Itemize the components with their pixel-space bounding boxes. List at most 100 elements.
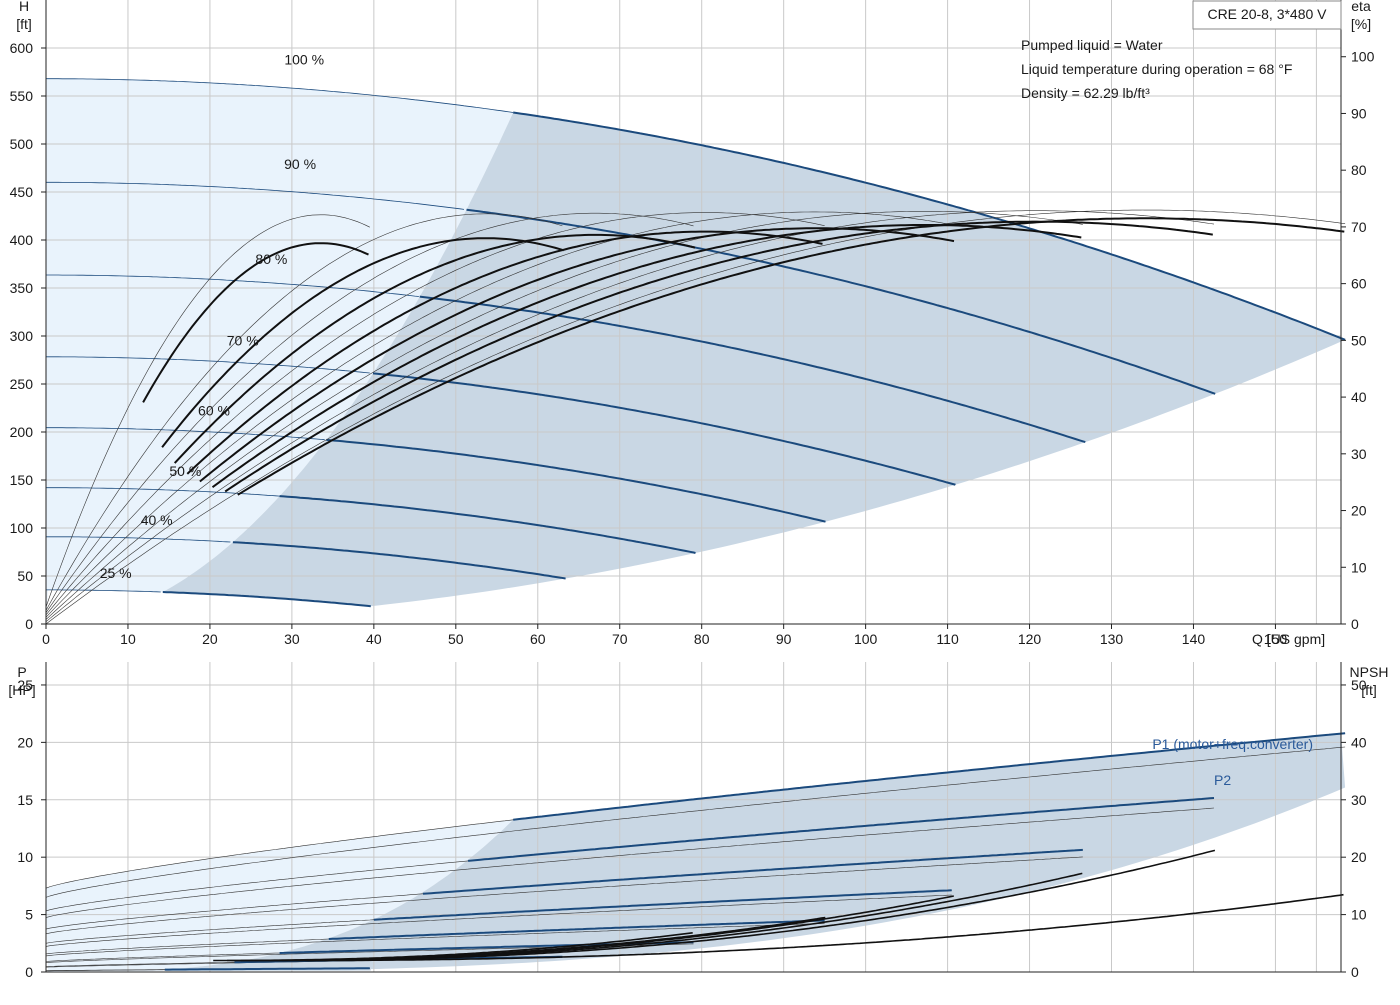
y2-tick-label: 40 xyxy=(1351,734,1367,750)
x-tick-label: 0 xyxy=(42,631,50,647)
x-tick-label: 150 xyxy=(1264,631,1288,647)
y2-tick-label: 100 xyxy=(1351,49,1375,65)
head-efficiency-chart: 100 %90 %80 %70 %60 %50 %40 %25 %0501001… xyxy=(10,0,1375,647)
efficiency-curve xyxy=(173,233,696,464)
info-line-liquid: Pumped liquid = Water xyxy=(1021,37,1163,53)
efficiency-curve-thin xyxy=(45,210,1215,622)
x-tick-label: 20 xyxy=(202,631,218,647)
y-axis-title: P xyxy=(17,664,26,680)
model-label-box xyxy=(1192,0,1342,30)
y2-tick-label: 90 xyxy=(1351,105,1367,121)
y-tick-label: 500 xyxy=(10,136,34,152)
y-tick-label: 300 xyxy=(10,328,34,344)
y2-tick-label: 40 xyxy=(1351,389,1367,405)
head-curve xyxy=(162,591,371,608)
y-tick-label: 20 xyxy=(17,734,33,750)
y2-tick-label: 0 xyxy=(1351,964,1359,980)
y2-tick-label: 20 xyxy=(1351,849,1367,865)
p1-curve xyxy=(328,919,825,940)
y-tick-label: 10 xyxy=(17,849,33,865)
efficiency-curve xyxy=(224,220,1213,493)
x-tick-label: 80 xyxy=(694,631,710,647)
y-tick-label: 0 xyxy=(25,964,33,980)
speed-label: 50 % xyxy=(169,463,201,479)
head-curve-thin xyxy=(46,274,419,297)
p1-curve xyxy=(513,732,1346,821)
head-operating-region xyxy=(162,112,1346,607)
x-tick-label: 30 xyxy=(284,631,300,647)
model-label: CRE 20-8, 3*480 V xyxy=(1207,6,1327,22)
p2-curve xyxy=(45,894,952,947)
y2-axis-title: NPSH xyxy=(1350,664,1389,680)
y-tick-label: 150 xyxy=(10,472,34,488)
head-curve xyxy=(326,438,826,523)
y-tick-label: 15 xyxy=(17,792,33,808)
y-axis-unit: [ft] xyxy=(16,16,32,32)
y2-tick-label: 0 xyxy=(1351,616,1359,632)
x-tick-label: 100 xyxy=(854,631,878,647)
y2-tick-label: 20 xyxy=(1351,503,1367,519)
speed-label: 70 % xyxy=(227,333,259,349)
efficiency-curve-thin xyxy=(45,212,694,613)
head-curve xyxy=(232,541,566,580)
head-curve-thin xyxy=(46,427,325,441)
x-tick-label: 50 xyxy=(448,631,464,647)
head-curve xyxy=(419,295,1086,444)
x-tick-label: 110 xyxy=(936,631,959,647)
speed-label: 100 % xyxy=(284,51,324,67)
efficiency-curve-thin xyxy=(45,213,563,611)
head-curve-thin xyxy=(46,78,514,113)
head-curve xyxy=(466,208,1216,395)
y-tick-label: 450 xyxy=(10,184,34,200)
y-tick-label: 350 xyxy=(10,280,34,296)
y-tick-label: 25 xyxy=(17,677,33,693)
speed-label: 40 % xyxy=(141,512,173,528)
p1-curve xyxy=(468,797,1215,862)
x-tick-label: 40 xyxy=(366,631,382,647)
y-tick-label: 550 xyxy=(10,88,34,104)
head-curve xyxy=(372,372,956,486)
y2-tick-label: 10 xyxy=(1351,907,1367,923)
y-axis-title: H xyxy=(19,0,29,14)
efficiency-curve xyxy=(211,224,1082,489)
p2-curve xyxy=(45,746,1346,898)
head-curve-thin xyxy=(46,589,161,593)
y2-tick-label: 50 xyxy=(1351,677,1367,693)
efficiency-curve xyxy=(142,242,369,403)
p2-curve xyxy=(45,807,1215,918)
y-tick-label: 100 xyxy=(10,520,34,536)
p2-curve xyxy=(45,923,825,957)
power-operating-region xyxy=(162,733,1346,972)
head-curve xyxy=(513,111,1346,341)
x-tick-label: 10 xyxy=(120,631,136,647)
head-curve xyxy=(279,495,696,554)
npsh-curve xyxy=(213,932,693,962)
speed-label: 80 % xyxy=(255,251,287,267)
y2-tick-label: 50 xyxy=(1351,332,1367,348)
y-axis-unit: [HP] xyxy=(8,682,35,698)
efficiency-curve-thin xyxy=(45,212,825,616)
power-npsh-chart: 0 5 10 15 20 25 0 10 20 30 40 50 P [HP] NPSH [ft] P1 (mo… xyxy=(8,662,1388,980)
info-line-temperature: Liquid temperature during operation = 68… xyxy=(1021,61,1292,77)
y2-tick-label: 10 xyxy=(1351,559,1367,575)
x-tick-label: 60 xyxy=(530,631,546,647)
speed-label: 60 % xyxy=(198,403,230,419)
y2-tick-label: 30 xyxy=(1351,792,1367,808)
y2-axis-title: eta xyxy=(1351,0,1371,14)
chart-annotations: CRE 20-8, 3*480 V Pumped liquid = Water … xyxy=(1021,0,1342,101)
y-tick-label: 250 xyxy=(10,376,34,392)
speed-label: 25 % xyxy=(100,565,132,581)
x-tick-label: 120 xyxy=(1018,631,1042,647)
y-tick-label: 5 xyxy=(25,907,33,923)
efficiency-curve xyxy=(199,227,955,483)
speed-label: 90 % xyxy=(284,156,316,172)
efficiency-curve xyxy=(237,217,1345,496)
efficiency-curve xyxy=(186,230,823,475)
y-tick-label: 400 xyxy=(10,232,34,248)
y2-tick-label: 60 xyxy=(1351,276,1367,292)
x-tick-label: 90 xyxy=(776,631,792,647)
x-tick-label: 130 xyxy=(1100,631,1124,647)
x-axis-title: Q [US gpm] xyxy=(1252,631,1325,647)
